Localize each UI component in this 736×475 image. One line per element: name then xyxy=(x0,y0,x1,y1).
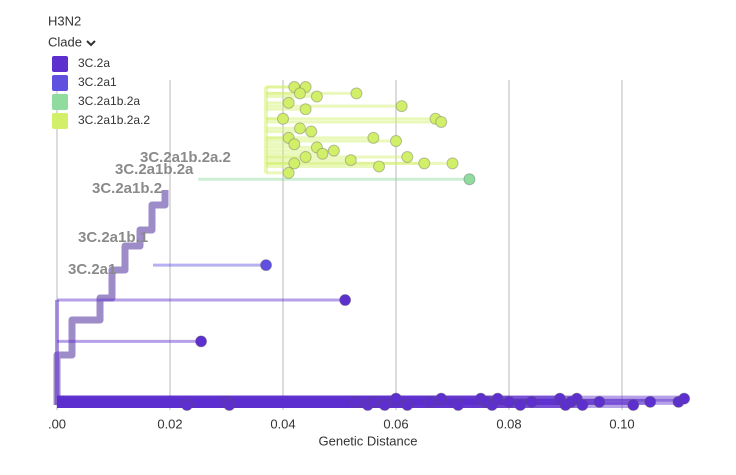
tip xyxy=(401,399,414,411)
tip xyxy=(627,399,640,411)
tip xyxy=(316,147,329,160)
tip xyxy=(390,135,402,148)
clade-label: 3C.2a1b.2a.2 xyxy=(140,149,231,166)
legend-label: 3C.2a1b.2a xyxy=(78,94,140,108)
legend-label: 3C.2a1 xyxy=(78,75,117,89)
tip xyxy=(339,294,352,307)
tip xyxy=(525,395,538,408)
tip xyxy=(423,395,436,408)
tip xyxy=(491,392,504,405)
tip xyxy=(576,399,589,411)
tip xyxy=(344,154,357,167)
tip xyxy=(299,150,312,163)
tip xyxy=(180,399,193,411)
tips xyxy=(180,81,691,411)
legend-swatch xyxy=(52,113,68,129)
clade-label: 3C.2a1b.2 xyxy=(92,180,162,197)
tip xyxy=(305,125,318,138)
x-tick-label: 0.02 xyxy=(157,416,182,431)
legend-swatch xyxy=(52,56,68,72)
tip xyxy=(367,131,380,144)
legend-swatch xyxy=(52,75,68,91)
tip xyxy=(310,90,323,103)
tip xyxy=(503,395,515,408)
dataset-title: H3N2 xyxy=(48,13,81,28)
tip xyxy=(367,395,380,408)
x-tick-label: 0.06 xyxy=(383,416,408,431)
tip xyxy=(373,160,386,173)
tip xyxy=(446,157,459,170)
tip xyxy=(644,395,657,408)
tip xyxy=(282,166,295,179)
tree-backbone xyxy=(53,190,169,405)
tip xyxy=(418,157,431,170)
x-tick-label: .00 xyxy=(48,416,66,431)
tip xyxy=(293,122,306,135)
tip xyxy=(288,157,301,170)
tip xyxy=(435,115,448,128)
tip xyxy=(277,112,289,125)
tip xyxy=(401,150,414,163)
tip xyxy=(350,87,363,100)
tip xyxy=(260,259,273,272)
clade-label: 3C.2a1b.2a xyxy=(115,161,194,178)
tip xyxy=(452,399,465,411)
tip xyxy=(327,144,340,157)
tip xyxy=(350,395,363,408)
x-tick-label: 0.10 xyxy=(609,416,634,431)
tip xyxy=(282,96,295,109)
clade-label: 3C.2a1b.1 xyxy=(78,229,148,246)
tip xyxy=(195,335,208,348)
tip xyxy=(463,173,476,186)
color-by-selector[interactable]: Clade xyxy=(48,34,82,49)
tip xyxy=(390,392,402,405)
x-axis-label: Genetic Distance xyxy=(319,433,418,448)
tip xyxy=(293,87,306,100)
tip xyxy=(395,100,408,113)
tip xyxy=(223,399,236,411)
tip xyxy=(514,399,527,411)
legend-label: 3C.2a1b.2a.2 xyxy=(78,113,150,127)
dropdown-chevron[interactable] xyxy=(86,40,96,47)
tip xyxy=(678,392,691,405)
x-tick-label: 0.08 xyxy=(496,416,521,431)
tip xyxy=(378,399,391,411)
legend-swatch xyxy=(52,94,68,110)
legend-label: 3C.2a xyxy=(78,56,110,70)
x-tick-label: 0.04 xyxy=(270,416,295,431)
clade-label: 3C.2a1 xyxy=(68,261,116,278)
tip xyxy=(299,103,312,116)
tip xyxy=(288,138,301,151)
tip xyxy=(593,395,606,408)
tip xyxy=(435,392,448,405)
